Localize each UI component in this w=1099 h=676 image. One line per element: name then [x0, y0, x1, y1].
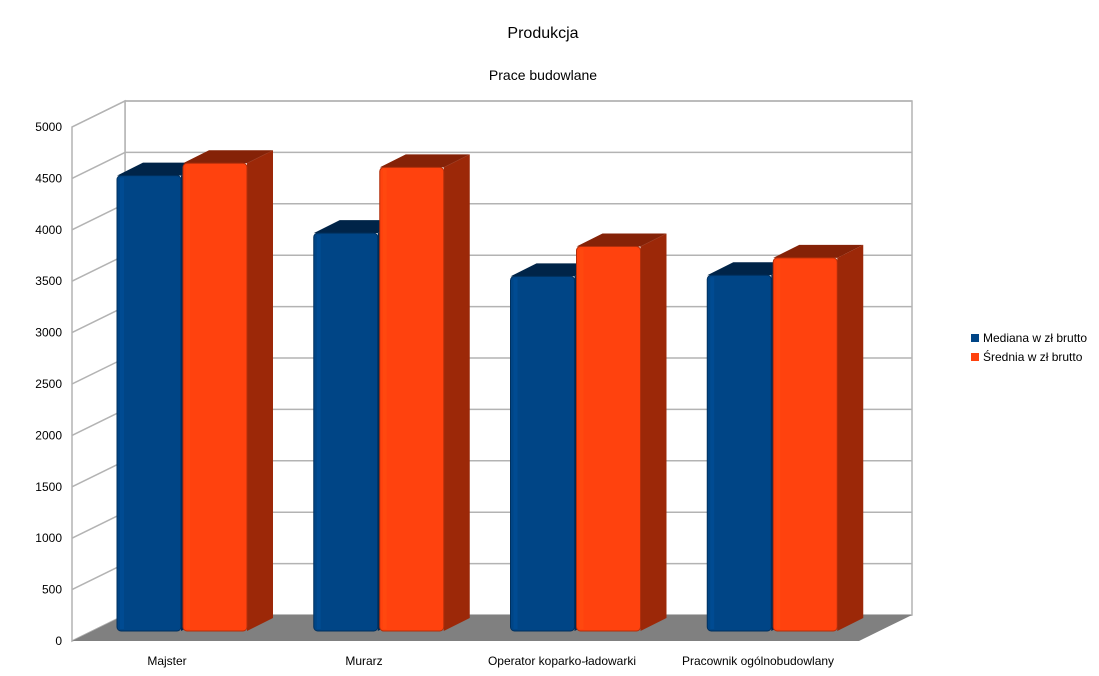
bar — [182, 150, 273, 632]
x-axis-categories: Majster Murarz Operator koparko-ładowarki P… — [147, 654, 834, 668]
chart-subtitle: Prace budowlane — [489, 67, 597, 83]
bar-side — [247, 150, 273, 631]
bar-highlight — [382, 169, 387, 629]
side-gridline — [71, 511, 126, 539]
y-axis-ticks: 0 500 1000 1500 2000 2500 3000 3500 4000 4500 5000 — [35, 120, 62, 648]
bar-front — [576, 246, 641, 632]
y-tick-label: 5000 — [35, 120, 62, 134]
x-category-label: Operator koparko-ładowarki — [488, 654, 636, 668]
x-category-label: Majster — [147, 654, 186, 668]
legend: Mediana w zł brutto Średnia w zł brutto — [971, 331, 1087, 364]
y-tick-label: 2000 — [35, 428, 62, 442]
side-gridline — [71, 408, 126, 437]
legend-swatch — [971, 334, 979, 342]
bar-highlight — [710, 277, 715, 629]
bar-highlight — [513, 278, 518, 629]
legend-label: Średnia w zł brutto — [983, 349, 1083, 364]
legend-label: Mediana w zł brutto — [983, 331, 1087, 345]
chart-title: Produkcja — [507, 25, 578, 42]
bar-top — [183, 150, 273, 164]
y-tick-label: 2500 — [35, 377, 62, 391]
bar-front — [182, 162, 248, 632]
legend-swatch — [971, 353, 979, 361]
y-tick-label: 4500 — [35, 171, 62, 185]
side-gridline — [71, 151, 126, 180]
bar — [379, 154, 470, 632]
bar-top — [773, 244, 864, 258]
x-category-label: Murarz — [345, 654, 382, 668]
side-gridline — [71, 203, 126, 231]
bar-highlight — [186, 165, 190, 629]
bar-front — [379, 166, 445, 632]
bar-highlight — [120, 177, 124, 629]
y-tick-label: 3000 — [35, 326, 62, 340]
y-tick-label: 500 — [42, 583, 62, 597]
y-tick-label: 1500 — [35, 480, 62, 494]
bar — [576, 233, 667, 632]
bar-highlight — [316, 235, 321, 629]
bar-top — [576, 233, 667, 247]
bar-highlight — [776, 259, 781, 629]
side-gridline — [71, 254, 126, 282]
bar-front — [510, 275, 575, 632]
y-tick-label: 1000 — [35, 531, 62, 545]
x-category-label: Pracownik ogólnobudowlany — [682, 654, 834, 668]
chart-floor — [72, 615, 912, 641]
side-gridline — [71, 305, 126, 334]
bars — [116, 150, 864, 632]
bar-side — [837, 244, 864, 631]
side-gridline — [71, 357, 126, 385]
bar-front — [706, 274, 772, 632]
side-gridline — [71, 100, 126, 128]
bar-front — [772, 257, 838, 632]
bar-side — [640, 233, 667, 631]
bar-front — [313, 232, 379, 632]
y-tick-label: 4000 — [35, 223, 62, 237]
side-gridline — [71, 460, 126, 488]
floor-plane — [72, 615, 912, 641]
bar-side — [443, 154, 470, 631]
bar-top — [379, 154, 470, 168]
bar-front — [116, 175, 182, 632]
y-tick-label: 3500 — [35, 274, 62, 288]
bar-highlight — [579, 248, 584, 629]
bar — [772, 244, 864, 632]
side-gridline — [71, 562, 126, 591]
y-tick-label: 0 — [55, 634, 62, 648]
